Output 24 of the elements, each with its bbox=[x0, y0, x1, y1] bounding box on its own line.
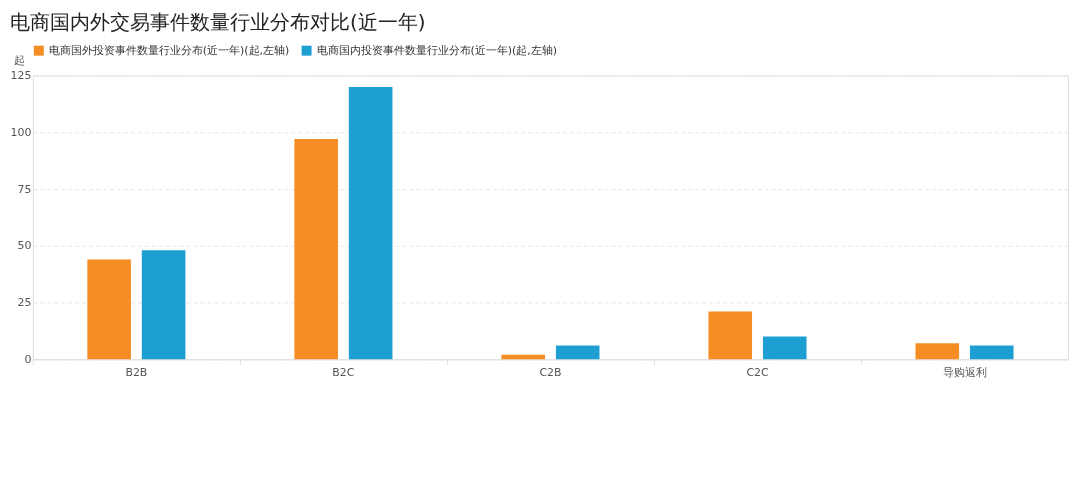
bar bbox=[708, 311, 753, 360]
y-tick-label: 100 bbox=[10, 125, 32, 139]
y-tick-label: 25 bbox=[17, 295, 32, 309]
bar bbox=[762, 336, 807, 360]
y-tick-label: 75 bbox=[17, 182, 32, 196]
y-tick-label: 0 bbox=[24, 352, 32, 366]
x-tick-label: C2B bbox=[539, 365, 562, 379]
y-axis-title: 起 bbox=[14, 54, 26, 68]
bar bbox=[141, 250, 186, 360]
bar bbox=[294, 139, 338, 360]
x-tick-label: C2C bbox=[746, 365, 769, 379]
y-tick-label: 50 bbox=[17, 239, 32, 253]
bar bbox=[555, 345, 600, 360]
x-tick-label: B2B bbox=[125, 365, 148, 379]
x-tick-label: 导购返利 bbox=[942, 365, 987, 379]
bar bbox=[87, 259, 131, 360]
bar bbox=[969, 345, 1014, 360]
legend-label: 电商国外投资事件数量行业分布(近一年)(起,左轴) bbox=[48, 43, 290, 57]
bar bbox=[915, 343, 960, 360]
x-tick-label: B2C bbox=[332, 365, 355, 379]
y-tick-label: 125 bbox=[10, 69, 32, 83]
legend-label: 电商国内投资事件数量行业分布(近一年)(起,左轴) bbox=[316, 43, 558, 57]
bar bbox=[348, 86, 393, 360]
chart-title: 电商国内外交易事件数量行业分布对比(近一年) bbox=[9, 10, 426, 34]
